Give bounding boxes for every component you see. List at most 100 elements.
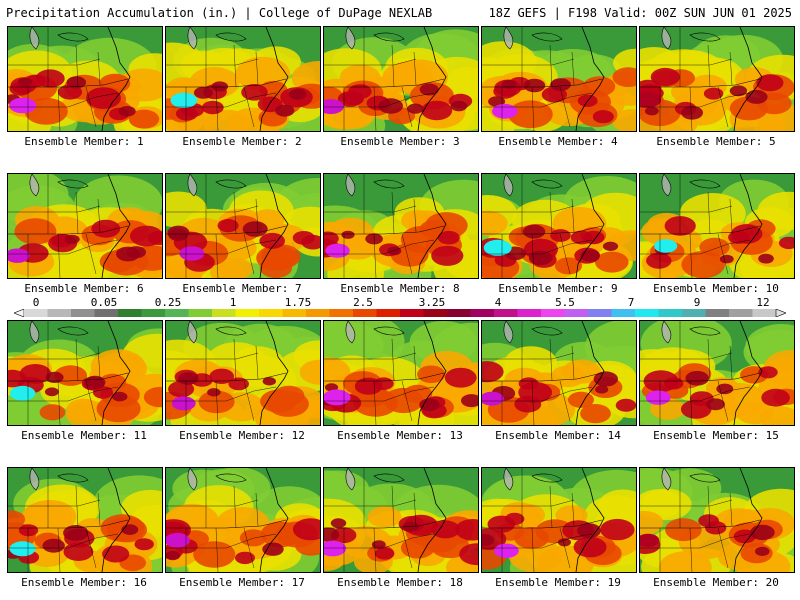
colorbar-swatch (400, 309, 424, 317)
colorbar-tick-label: 0.25 (154, 296, 182, 309)
colorbar-swatch (588, 309, 612, 317)
precip-map (482, 27, 636, 131)
colorbar-swatch (165, 309, 189, 317)
state-borders (324, 174, 447, 278)
colorbar-swatch (212, 309, 236, 317)
colorbar-swatch (306, 309, 330, 317)
precip-map (8, 468, 162, 572)
state-borders (482, 174, 605, 278)
state-borders (8, 468, 131, 572)
precip-map (482, 468, 636, 572)
ensemble-panel (165, 26, 321, 132)
colorbar-swatch (470, 309, 495, 317)
colorbar-swatch (423, 309, 448, 317)
colorbar-swatch (188, 309, 213, 317)
colorbar-swatch (564, 309, 589, 317)
colorbar-left-arrow (14, 309, 25, 317)
ensemble-panel (639, 26, 795, 132)
precip-map (324, 27, 478, 131)
member-label: Ensemble Member: 15 (653, 429, 779, 442)
state-borders (8, 27, 131, 131)
precip-map (166, 27, 320, 131)
ensemble-panel (7, 173, 163, 279)
colorbar-tick-label: 4 (494, 296, 502, 309)
state-borders (640, 321, 763, 425)
state-borders (324, 468, 447, 572)
ensemble-panel (481, 26, 637, 132)
state-borders (482, 321, 605, 425)
member-label: Ensemble Member: 10 (653, 282, 779, 295)
colorbar-swatch (658, 309, 683, 317)
ensemble-panel (165, 173, 321, 279)
colorbar-tick-label: 2.5 (353, 296, 373, 309)
colorbar-swatch (118, 309, 142, 317)
colorbar-swatch (752, 309, 777, 317)
colorbar-swatch (329, 309, 354, 317)
member-label: Ensemble Member: 19 (495, 576, 621, 589)
member-label: Ensemble Member: 11 (21, 429, 147, 442)
precip-map (166, 174, 320, 278)
colorbar-swatch (259, 309, 283, 317)
precip-map (324, 468, 478, 572)
colorbar-tick-label: 3.25 (418, 296, 446, 309)
colorbar-swatch (447, 309, 471, 317)
ensemble-panel (323, 26, 479, 132)
precip-map (324, 321, 478, 425)
colorbar-tick-label: 0.05 (90, 296, 118, 309)
precip-map (640, 321, 794, 425)
ensemble-panel (165, 467, 321, 573)
precip-map (640, 174, 794, 278)
ensemble-panel (7, 467, 163, 573)
colorbar-swatch (682, 309, 706, 317)
precip-map (166, 468, 320, 572)
colorbar-swatch (541, 309, 565, 317)
state-borders (482, 468, 605, 572)
member-label: Ensemble Member: 5 (656, 135, 776, 148)
state-borders (640, 174, 763, 278)
colorbar-tick-label: 0 (32, 296, 40, 309)
ensemble-panel (481, 320, 637, 426)
colorbar-swatch (282, 309, 307, 317)
state-borders (166, 321, 289, 425)
state-borders (640, 468, 763, 572)
member-label: Ensemble Member: 2 (182, 135, 302, 148)
colorbar-tick-label: 1 (229, 296, 237, 309)
colorbar-swatch (353, 309, 377, 317)
ensemble-panel (323, 320, 479, 426)
member-label: Ensemble Member: 18 (337, 576, 463, 589)
map-title: Precipitation Accumulation (in.) | Colle… (6, 6, 433, 20)
member-label: Ensemble Member: 6 (24, 282, 144, 295)
member-label: Ensemble Member: 13 (337, 429, 463, 442)
colorbar-swatch (705, 309, 730, 317)
precip-map (640, 27, 794, 131)
ensemble-panel (323, 467, 479, 573)
state-borders (166, 174, 289, 278)
ensemble-panel (639, 173, 795, 279)
colorbar-tick-label: 12 (756, 296, 770, 309)
precip-map (166, 321, 320, 425)
colorbar-swatch (141, 309, 166, 317)
colorbar-labels: 0 0.05 0.25 1 1.75 2.5 3.25 4 5.5 7 9 12 (0, 296, 800, 309)
precip-map (482, 321, 636, 425)
state-borders (324, 321, 447, 425)
state-borders (8, 174, 131, 278)
precip-map (8, 174, 162, 278)
member-label: Ensemble Member: 17 (179, 576, 305, 589)
run-info: 18Z GEFS | F198 Valid: 00Z SUN JUN 01 20… (488, 6, 792, 20)
colorbar-swatch (729, 309, 753, 317)
precip-map (324, 174, 478, 278)
colorbar-tick-label: 9 (693, 296, 701, 309)
member-label: Ensemble Member: 9 (498, 282, 618, 295)
precip-map (8, 27, 162, 131)
ensemble-panel (7, 26, 163, 132)
ensemble-panel (481, 173, 637, 279)
colorbar-right-arrow (775, 309, 786, 317)
precip-map (8, 321, 162, 425)
colorbar-tick-label: 5.5 (555, 296, 575, 309)
ensemble-panel (7, 320, 163, 426)
colorbar-swatch (235, 309, 260, 317)
colorbar-swatch (494, 309, 518, 317)
colorbar-swatch (635, 309, 659, 317)
precip-map (640, 468, 794, 572)
colorbar-swatch (376, 309, 401, 317)
